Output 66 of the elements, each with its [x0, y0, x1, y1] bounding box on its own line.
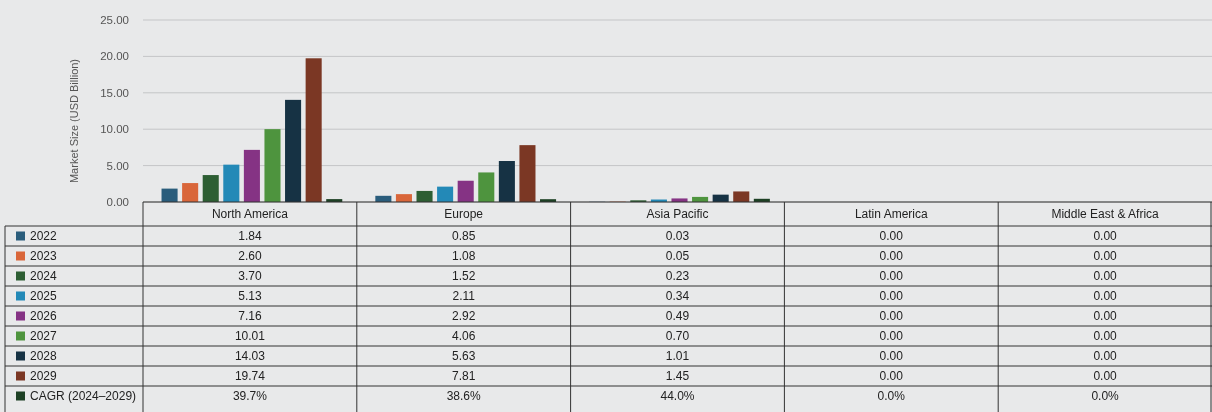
data-label: 7.16 [238, 309, 262, 324]
y-tick-label: 10.00 [100, 123, 129, 136]
data-label: 0.00 [879, 229, 904, 244]
data-label: 0.00 [879, 309, 904, 324]
legend-label: 2022 [30, 229, 58, 244]
legend-label: 2028 [30, 349, 58, 364]
data-label: 1.52 [452, 269, 476, 284]
data-label: 0.34 [665, 289, 690, 304]
data-label: 7.81 [452, 369, 476, 384]
data-label: 0.00 [1093, 289, 1118, 304]
data-label: 0.00 [879, 369, 904, 384]
x-tick-label: North America [211, 207, 289, 222]
data-label: 0.49 [665, 309, 690, 324]
legend-label: 2029 [30, 369, 58, 384]
legend-label: CAGR (2024–2029) [30, 389, 137, 404]
x-tick-label: Europe [444, 207, 484, 222]
data-label: 38.6% [446, 389, 482, 404]
data-label: 5.63 [452, 349, 476, 364]
data-label: 0.00 [1093, 309, 1118, 324]
x-tick-label: Asia Pacific [646, 207, 709, 222]
data-label: 1.08 [452, 249, 476, 264]
legend-label: 2027 [30, 329, 58, 344]
y-tick-label: 20.00 [100, 50, 129, 63]
x-tick-label: Latin America [854, 207, 928, 222]
data-label: 0.85 [452, 229, 476, 244]
data-label: 0.00 [1093, 249, 1118, 264]
data-label: 10.01 [234, 329, 266, 344]
data-label: 0.0% [877, 389, 906, 404]
data-label: 0.0% [1091, 389, 1120, 404]
data-label: 2.92 [452, 309, 476, 324]
data-label: 0.00 [1093, 269, 1118, 284]
data-label: 14.03 [234, 349, 266, 364]
data-label: 0.00 [879, 289, 904, 304]
data-label: 44.0% [660, 389, 695, 404]
data-label: 0.03 [665, 229, 690, 244]
data-label: 39.7% [232, 389, 268, 404]
data-label: 2.60 [238, 249, 262, 264]
data-label: 5.13 [238, 289, 262, 304]
data-label: 0.00 [879, 269, 904, 284]
data-label: 0.00 [879, 249, 904, 264]
data-label: 1.01 [665, 349, 690, 364]
legend-label: 2023 [30, 249, 58, 264]
data-label: 0.00 [1093, 229, 1118, 244]
legend-label: 2025 [30, 289, 58, 304]
y-tick-label: 0.00 [106, 196, 129, 209]
data-label: 1.84 [238, 229, 262, 244]
data-label: 0.00 [1093, 369, 1118, 384]
data-label: 3.70 [238, 269, 262, 284]
data-label: 0.00 [879, 349, 904, 364]
data-label: 2.11 [452, 289, 476, 304]
y-axis-title: Market Size (USD Billion) [68, 58, 80, 184]
data-label: 19.74 [234, 369, 266, 384]
legend-label: 2024 [30, 269, 58, 284]
data-label: 0.70 [665, 329, 690, 344]
data-label: 0.00 [1093, 349, 1118, 364]
data-label: 0.23 [665, 269, 690, 284]
data-label: 0.00 [879, 329, 904, 344]
data-label: 1.45 [665, 369, 690, 384]
x-tick-label: Middle East & Africa [1051, 207, 1160, 222]
y-tick-label: 15.00 [100, 86, 129, 99]
data-label: 0.00 [1093, 329, 1118, 344]
y-tick-label: 25.00 [100, 14, 129, 27]
data-label: 4.06 [452, 329, 476, 344]
data-label: 0.05 [665, 249, 690, 264]
legend-label: 2026 [30, 309, 58, 324]
y-tick-label: 5.00 [106, 159, 129, 172]
